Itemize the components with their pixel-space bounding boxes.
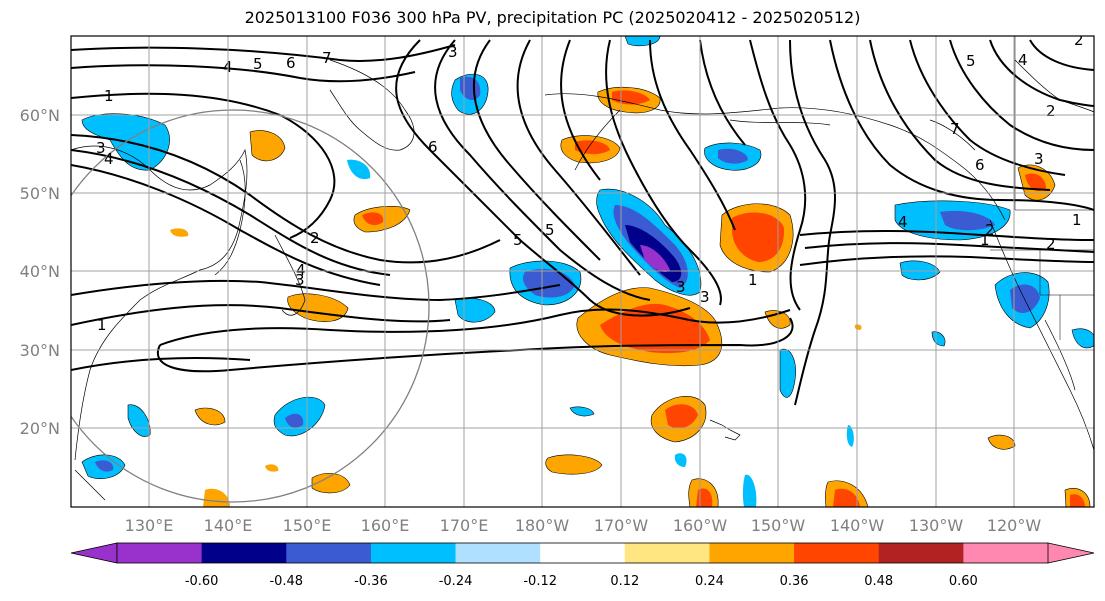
- lat-label: 50°N: [20, 184, 60, 203]
- lon-label: 130°W: [909, 516, 964, 535]
- colorbar-extend-min: [70, 542, 118, 564]
- colorbar-tick: 0.12: [610, 574, 639, 589]
- colorbar-segment: [963, 543, 1049, 563]
- contour-label: 3: [448, 43, 458, 61]
- contour-label: 3: [96, 139, 106, 157]
- colorbar-segment: [878, 543, 964, 563]
- contour-label: 6: [428, 138, 438, 156]
- lat-label: 60°N: [20, 106, 60, 125]
- lat-label: 20°N: [20, 419, 60, 438]
- colorbar-segment: [455, 543, 541, 563]
- contour-label: 3: [700, 288, 710, 306]
- colorbar-tick: -0.24: [439, 574, 473, 589]
- contour-label: 2: [985, 221, 995, 239]
- colorbar-tick: 0.36: [780, 574, 809, 589]
- contour-label: 1: [97, 316, 107, 334]
- lat-label: 40°N: [20, 262, 60, 281]
- colorbar-segment: [117, 543, 203, 563]
- colorbar-segment: [794, 543, 880, 563]
- lon-label: 160°E: [361, 516, 410, 535]
- colorbar-tick: -0.48: [269, 574, 303, 589]
- lon-label: 120°W: [987, 516, 1042, 535]
- contour-label: 3: [1034, 150, 1044, 168]
- contour-label: 3: [295, 271, 305, 289]
- colorbar-tick: 0.60: [949, 574, 978, 589]
- colorbar-segment: [201, 543, 287, 563]
- contour-label: 1: [104, 87, 114, 105]
- contour-label-group: 1 4 5 6 7 3 3 4 1 6 3 5 2 4 5 1 3 3 1 2 …: [96, 31, 1084, 334]
- colorbar-tick: -0.12: [523, 574, 557, 589]
- range-circle: [71, 109, 430, 503]
- colorbar-frame: [116, 542, 1049, 564]
- contour-label: 3: [676, 278, 686, 296]
- colorbar-segment: [286, 543, 372, 563]
- latitude-labels: 60°N 50°N 40°N 30°N 20°N: [20, 106, 60, 438]
- contour-label: 4: [898, 213, 908, 231]
- map-area: 1 4 5 6 7 3 3 4 1 6 3 5 2 4 5 1 3 3 1 2 …: [71, 31, 1094, 507]
- colorbar-segment: [624, 543, 710, 563]
- lon-label: 130°E: [125, 516, 174, 535]
- contour-label: 2: [1046, 235, 1056, 253]
- contour-label: 1: [1072, 211, 1082, 229]
- contour-label: 2: [1074, 31, 1084, 49]
- contour-label: 7: [950, 120, 960, 138]
- contour-label: 5: [966, 52, 976, 70]
- contour-label: 4: [104, 150, 114, 168]
- contour-label: 4: [1018, 51, 1028, 69]
- colorbar-extend-max: [1047, 542, 1095, 564]
- contour-label: 5: [513, 231, 523, 249]
- lon-label: 180°W: [515, 516, 570, 535]
- lon-label: 150°E: [283, 516, 332, 535]
- colorbar-tick: -0.60: [185, 574, 219, 589]
- contour-label: 1: [748, 271, 758, 289]
- contour-label: 4: [296, 261, 306, 279]
- contour-label: 5: [253, 55, 263, 73]
- map-frame: [70, 35, 1095, 508]
- colorbar-segment: [709, 543, 795, 563]
- contour-label: 6: [975, 156, 985, 174]
- contour-label: 2: [1046, 102, 1056, 120]
- lon-label: 160°W: [673, 516, 728, 535]
- contour-label: 1: [980, 231, 990, 249]
- lon-label: 170°E: [440, 516, 489, 535]
- lat-label: 30°N: [20, 341, 60, 360]
- colorbar: -0.60 -0.48 -0.36 -0.24 -0.12 0.12 0.24 …: [70, 542, 1095, 589]
- colorbar-tick: 0.48: [864, 574, 893, 589]
- lon-label: 170°W: [594, 516, 649, 535]
- colorbar-tick: 0.24: [695, 574, 724, 589]
- lon-label: 150°W: [751, 516, 806, 535]
- lon-label: 140°E: [204, 516, 253, 535]
- contour-label: 6: [286, 54, 296, 72]
- contour-label: 5: [545, 221, 555, 239]
- colorbar-tick: -0.36: [354, 574, 388, 589]
- longitude-labels: 130°E 140°E 150°E 160°E 170°E 180°W 170°…: [125, 516, 1042, 535]
- pv-contours: [71, 39, 1094, 406]
- lon-label: 140°W: [830, 516, 885, 535]
- colorbar-segment: [370, 543, 457, 563]
- chart-title: 2025013100 F036 300 hPa PV, precipitatio…: [244, 8, 861, 27]
- colorbar-segment: [540, 543, 626, 563]
- contour-label: 7: [322, 49, 332, 67]
- precip-negative-anomalies: [81, 36, 1094, 507]
- gridlines: [71, 36, 1094, 507]
- contour-label: 2: [310, 229, 320, 247]
